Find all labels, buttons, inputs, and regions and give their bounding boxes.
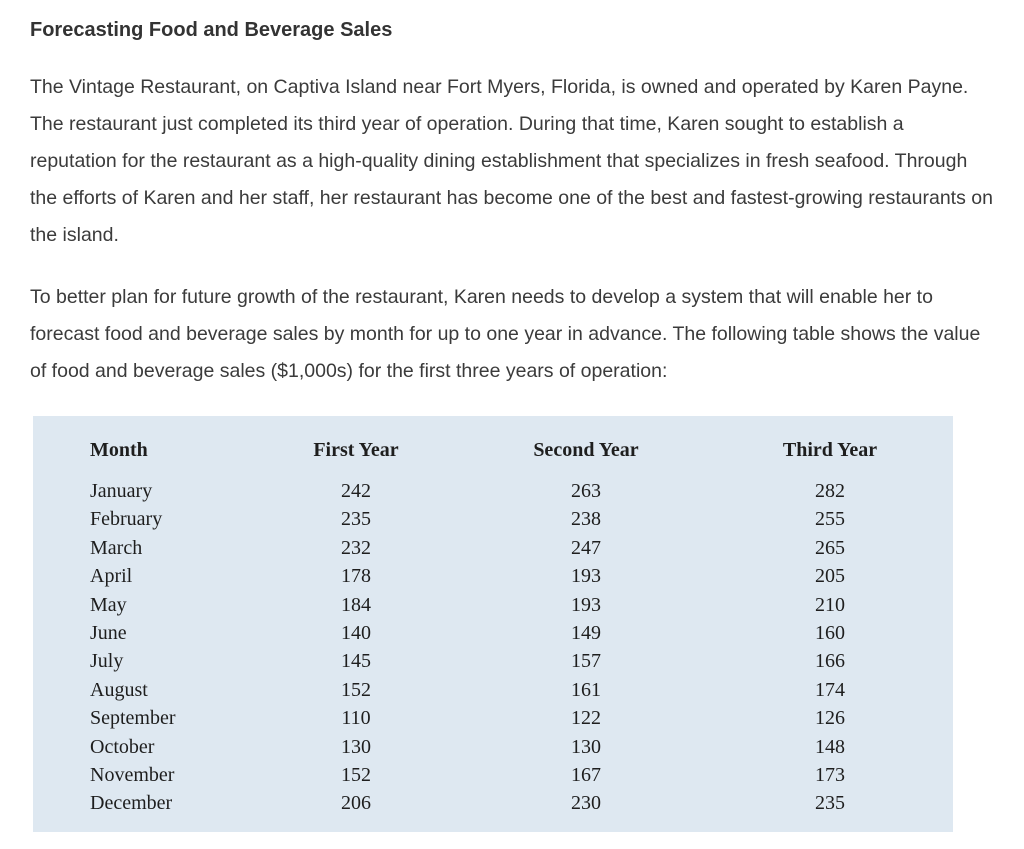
sales-value-cell: 140 [341,622,371,645]
sales-value-cell: 130 [571,735,601,758]
sales-value-cell: 265 [815,536,845,559]
column-header-month: Month [90,439,148,461]
sales-value-cell: 193 [571,593,601,616]
sales-value-cell: 148 [815,735,845,758]
table-row: March 232 247 265 [90,534,895,562]
month-cell: August [90,678,148,701]
column-header-first-year: First Year [313,439,399,461]
sales-value-cell: 230 [571,792,601,815]
sales-value-cell: 247 [571,536,601,559]
sales-value-cell: 184 [341,593,371,616]
sales-value-cell: 145 [341,650,371,673]
column-header-second-year: Second Year [533,439,639,461]
month-cell: December [90,792,173,815]
table-row: June 140 149 160 [90,619,895,647]
table-row: September 110 122 126 [90,704,895,732]
table-row: October 130 130 148 [90,733,895,761]
table-row: January 242 263 282 [90,477,895,505]
sales-value-cell: 166 [815,650,845,673]
sales-value-cell: 152 [341,764,371,787]
sales-value-cell: 178 [341,565,371,588]
sales-value-cell: 205 [815,565,845,588]
sales-value-cell: 238 [571,508,601,531]
table-row: December 206 230 235 [90,789,895,817]
sales-value-cell: 232 [341,536,371,559]
page-title: Forecasting Food and Beverage Sales [30,19,393,41]
sales-value-cell: 193 [571,565,601,588]
month-cell: November [90,764,175,787]
month-cell: January [90,480,153,502]
sales-table-panel: Month First Year Second Year Third Year … [33,416,953,832]
sales-value-cell: 263 [571,480,601,502]
sales-value-cell: 161 [571,678,601,701]
sales-table-body: January 242 263 282 February 235 238 255 March 23… [90,477,895,818]
table-row: April 178 193 205 [90,562,895,590]
intro-paragraph: The Vintage Restaurant, on Captiva Islan… [30,76,993,246]
column-header-third-year: Third Year [782,439,878,461]
sales-value-cell: 122 [571,707,601,730]
table-row: July 145 157 166 [90,647,895,675]
sales-value-cell: 160 [815,622,845,645]
sales-value-cell: 255 [815,508,845,531]
sales-value-cell: 235 [815,792,845,815]
sales-value-cell: 210 [815,593,845,616]
sales-value-cell: 282 [815,480,845,502]
sales-value-cell: 126 [815,707,845,730]
forecast-need-paragraph: To better plan for future growth of the … [30,286,981,382]
month-cell: February [90,508,163,531]
month-cell: March [90,536,143,559]
table-row: May 184 193 210 [90,591,895,619]
month-cell: October [90,735,155,758]
sales-value-cell: 152 [341,678,371,701]
table-row: November 152 167 173 [90,761,895,789]
table-row: August 152 161 174 [90,676,895,704]
month-cell: September [90,707,176,730]
sales-value-cell: 242 [341,480,371,502]
month-cell: July [90,650,124,673]
sales-value-cell: 174 [815,678,845,701]
table-row: February 235 238 255 [90,505,895,533]
table-header-row: Month First Year Second Year Third Year [90,438,895,477]
sales-table: Month First Year Second Year Third Year … [90,438,895,818]
sales-value-cell: 206 [341,792,371,815]
month-cell: May [90,593,127,616]
sales-value-cell: 173 [815,764,845,787]
month-cell: April [90,565,133,588]
sales-value-cell: 130 [341,735,371,758]
sales-value-cell: 157 [571,650,601,673]
sales-value-cell: 167 [571,764,601,787]
sales-value-cell: 235 [341,508,371,531]
month-cell: June [90,622,127,645]
sales-value-cell: 110 [341,707,371,730]
document-page: Forecasting Food and Beverage Sales The … [30,19,993,832]
sales-value-cell: 149 [571,622,601,645]
